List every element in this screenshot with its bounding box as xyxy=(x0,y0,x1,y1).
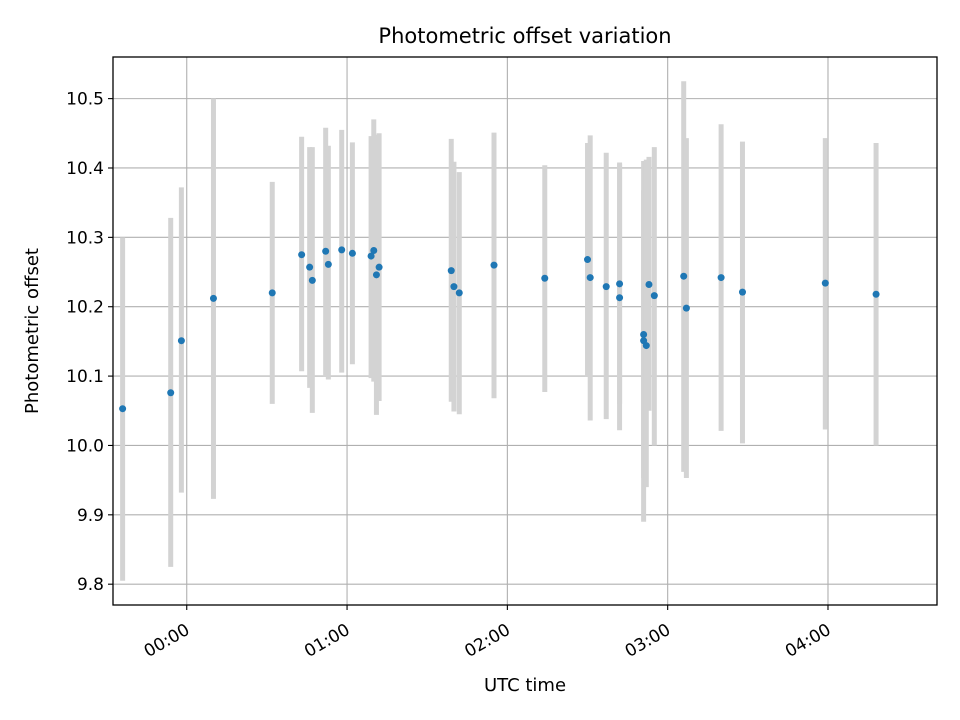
data-point xyxy=(322,247,330,255)
data-point xyxy=(640,330,648,338)
plot-frame xyxy=(112,56,938,606)
y-axis-ticks: 9.8 9.9 10.0 10.1 10.2 10.3 10.4 10.5 xyxy=(66,90,113,595)
data-point xyxy=(298,251,306,259)
data-point xyxy=(450,283,458,291)
data-point xyxy=(447,267,455,275)
y-tick-label: 10.1 xyxy=(66,367,104,387)
data-point xyxy=(177,337,185,345)
data-point xyxy=(370,247,378,255)
data-point xyxy=(650,292,658,300)
data-point xyxy=(167,389,175,397)
data-points xyxy=(119,246,880,413)
y-tick-label: 10.3 xyxy=(66,228,104,248)
data-point xyxy=(645,281,653,289)
data-point xyxy=(602,283,610,291)
data-point xyxy=(338,246,346,254)
data-point xyxy=(490,261,498,269)
data-point xyxy=(455,289,463,297)
y-tick-label: 10.2 xyxy=(66,298,104,318)
y-tick-label: 10.4 xyxy=(66,159,104,179)
y-tick-label: 10.5 xyxy=(66,90,104,110)
data-point xyxy=(680,272,688,280)
data-point xyxy=(367,252,375,260)
data-point xyxy=(682,304,690,312)
data-point xyxy=(872,290,880,298)
data-point xyxy=(375,263,383,271)
data-point xyxy=(717,274,725,282)
data-point xyxy=(821,279,829,287)
data-point xyxy=(372,271,380,279)
data-point xyxy=(209,294,217,302)
data-point xyxy=(738,288,746,296)
data-point xyxy=(306,263,314,271)
data-point xyxy=(324,260,332,268)
data-point xyxy=(616,280,624,288)
data-point xyxy=(616,294,624,302)
data-point xyxy=(268,289,276,297)
data-point xyxy=(586,274,594,282)
data-point xyxy=(584,256,592,264)
data-point xyxy=(642,342,650,350)
grid xyxy=(113,57,937,605)
data-point xyxy=(348,249,356,257)
y-axis-label: Photometric offset xyxy=(22,248,43,414)
data-point xyxy=(541,274,549,282)
x-axis-label: UTC time xyxy=(484,675,566,696)
y-tick-label: 9.8 xyxy=(77,575,104,595)
data-point xyxy=(119,405,127,413)
y-tick-label: 10.0 xyxy=(66,436,104,456)
y-tick-label: 9.9 xyxy=(77,506,104,526)
chart-title: Photometric offset variation xyxy=(378,24,671,48)
data-point xyxy=(308,276,316,284)
